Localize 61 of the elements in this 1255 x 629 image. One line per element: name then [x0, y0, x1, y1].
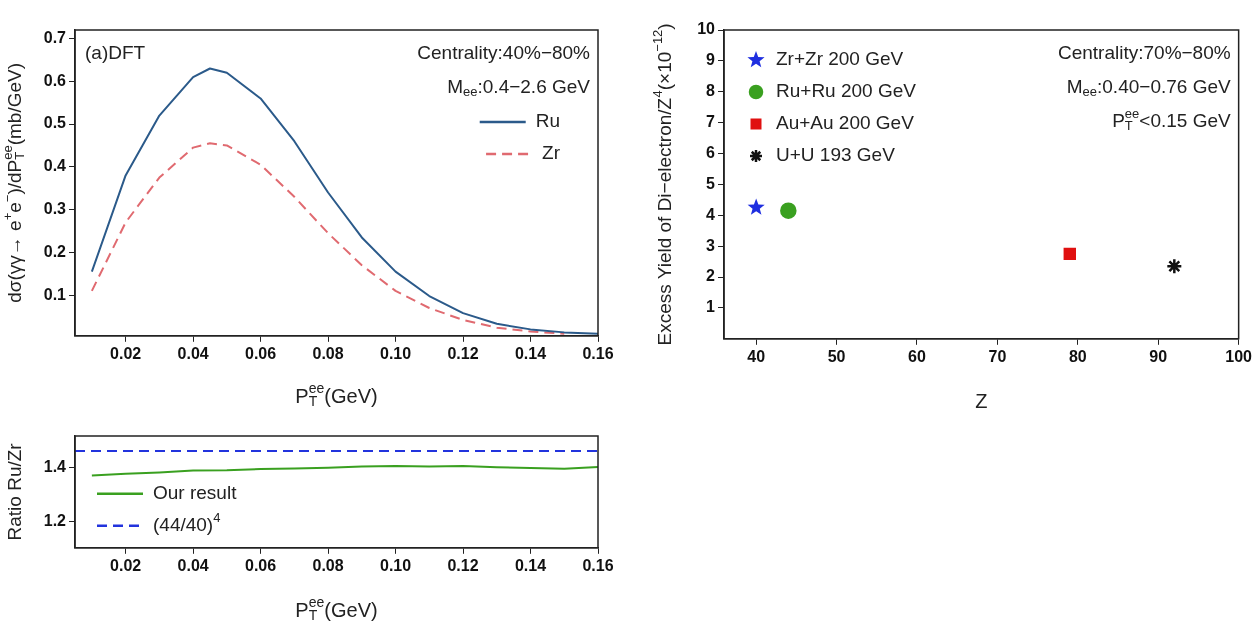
x-tick-label: 0.16 — [582, 556, 614, 574]
point — [1063, 247, 1076, 261]
legend-label: Ru+Ru 200 GeV — [776, 80, 917, 102]
point — [747, 198, 765, 215]
y-tick-label: 8 — [706, 82, 716, 100]
y-axis-title: dσ(γγ→ e+e−)/dPeeT(mb/GeV) — [0, 62, 28, 303]
y-tick-label: 1.4 — [43, 458, 67, 476]
y-axis-title: Ratio Ru/Zr — [4, 442, 26, 541]
x-tick-label: 0.16 — [582, 344, 614, 362]
y-tick-label: 4 — [706, 205, 716, 223]
x-tick-label: 70 — [988, 347, 1007, 365]
y-tick-label: 6 — [706, 143, 716, 161]
x-tick-label: 0.04 — [177, 556, 209, 574]
x-tick-label: 0.06 — [245, 344, 277, 362]
x-tick-label: 0.08 — [312, 556, 344, 574]
legend-label: Our result — [153, 482, 238, 504]
annotation: (a)DFT — [85, 42, 146, 64]
y-tick-label: 7 — [706, 113, 716, 131]
y-axis-title: Excess Yield of Di−electron/Z4(×10−12) — [649, 23, 676, 346]
x-tick-label: 0.04 — [177, 344, 209, 362]
x-tick-label: 40 — [747, 347, 766, 365]
legend-label: Ru — [535, 110, 561, 132]
x-tick-label: 0.12 — [447, 344, 479, 362]
y-tick-label: 5 — [706, 174, 716, 192]
y-tick-label: 10 — [697, 20, 716, 38]
x-tick-label: 50 — [827, 347, 846, 365]
legend-label: U+U 193 GeV — [776, 144, 896, 166]
x-tick-label: 0.14 — [514, 344, 547, 362]
x-tick-label: 0.02 — [110, 344, 142, 362]
legend-label: Au+Au 200 GeV — [776, 112, 915, 134]
x-tick-label: 0.14 — [514, 556, 547, 574]
y-tick-label: 0.7 — [43, 28, 67, 46]
x-tick-label: 100 — [1225, 347, 1253, 365]
legend-label: Zr — [542, 142, 561, 164]
y-tick-label: 2 — [706, 267, 716, 285]
x-tick-label: 0.12 — [447, 556, 479, 574]
x-tick-label: 80 — [1068, 347, 1087, 365]
point — [1166, 257, 1183, 275]
x-axis-title: Z — [975, 389, 988, 412]
y-tick-label: 0.4 — [43, 157, 67, 175]
legend-label: Zr+Zr 200 GeV — [776, 48, 904, 70]
y-tick-label: 0.1 — [43, 285, 67, 303]
y-tick-label: 1.2 — [43, 511, 67, 529]
x-tick-label: 90 — [1149, 347, 1168, 365]
y-tick-label: 0.2 — [43, 242, 67, 260]
line-series — [90, 142, 566, 335]
x-tick-label: 60 — [908, 347, 926, 365]
x-tick-label: 0.08 — [312, 344, 344, 362]
annotation: Centrality:40%−80% — [417, 42, 591, 64]
y-tick-label: 0.3 — [43, 200, 67, 218]
x-tick-label: 0.10 — [379, 344, 412, 362]
annotation: Centrality:70%−80% — [1057, 42, 1231, 64]
x-tick-label: 0.06 — [245, 556, 277, 574]
y-tick-label: 9 — [706, 51, 716, 69]
y-tick-label: 1 — [706, 298, 716, 316]
x-tick-label: 0.02 — [110, 556, 142, 574]
point — [780, 202, 797, 219]
y-tick-label: 0.5 — [43, 114, 67, 132]
y-tick-label: 0.6 — [43, 71, 67, 89]
y-tick-label: 3 — [706, 236, 716, 254]
x-tick-label: 0.10 — [379, 556, 412, 574]
